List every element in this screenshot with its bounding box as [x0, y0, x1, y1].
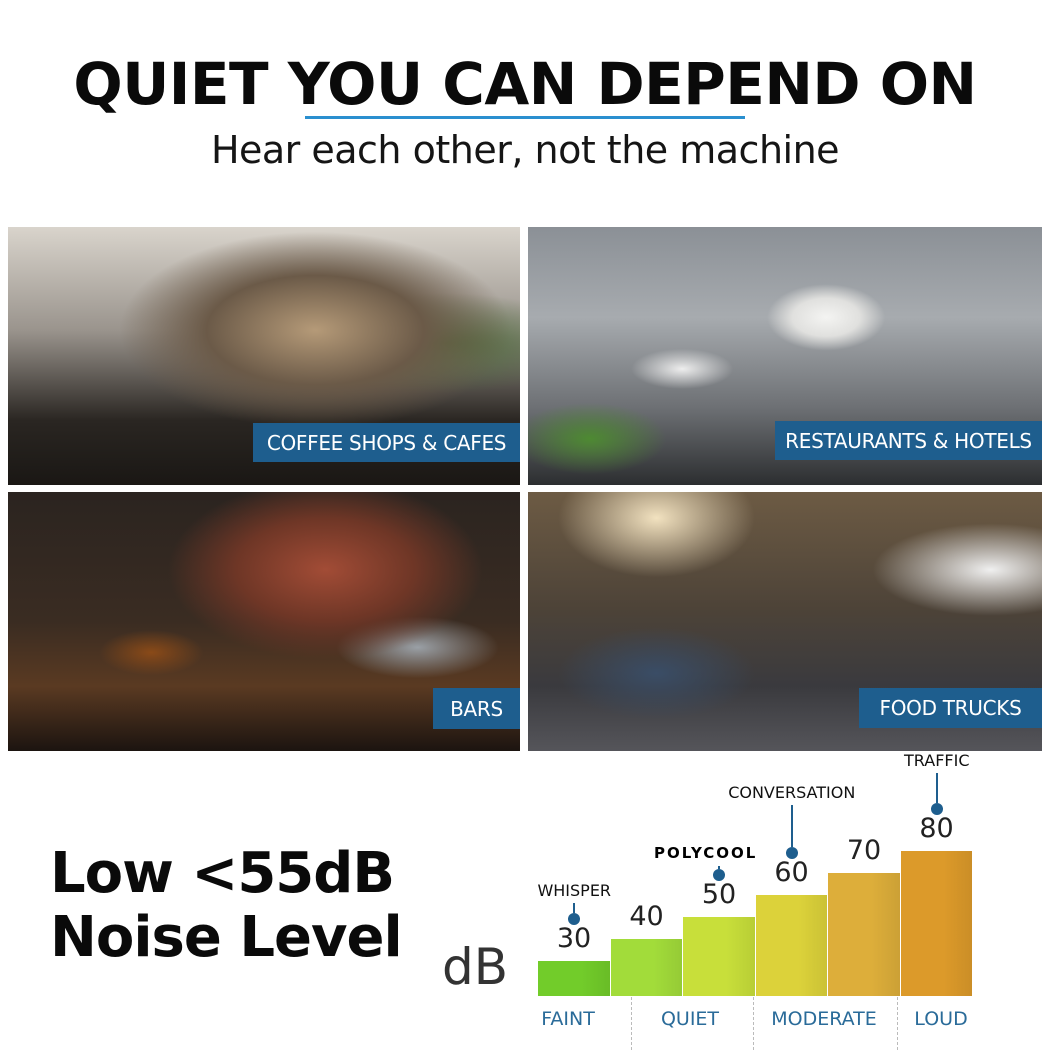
photo-food-truck: FOOD TRUCKS: [528, 492, 1042, 751]
photo-coffee-shop: COFFEE SHOPS & CAFES: [8, 227, 520, 485]
bar-value-label: 40: [629, 901, 664, 932]
bar-value-label: 60: [774, 857, 809, 888]
page-subtitle: Hear each other, not the machine: [210, 128, 840, 172]
annotation-stem: [573, 903, 576, 913]
db-axis-label: dB: [442, 938, 509, 996]
claim-line2: Noise Level: [50, 905, 403, 970]
photo-label: BARS: [433, 688, 520, 729]
less-than-symbol: <: [191, 841, 238, 906]
bar-value-label: 80: [919, 813, 954, 844]
bar-value-label: 30: [556, 923, 592, 954]
bar-30: [538, 961, 611, 996]
annotation-dot: [785, 847, 798, 859]
bar-70: [828, 873, 901, 996]
polycool-logo: POLYCOOL: [654, 844, 758, 862]
group-divider: [631, 997, 632, 1050]
annotation-stem: [935, 773, 938, 803]
bar-80: [900, 851, 973, 996]
group-divider: [753, 997, 754, 1050]
group-divider: [897, 997, 898, 1050]
bar-50: [683, 917, 756, 996]
annotation-dot: [930, 803, 943, 815]
noise-level-claim: Low <55dB Noise Level: [50, 841, 403, 970]
bar-value-label: 70: [846, 835, 882, 866]
annotation-conversation: CONVERSATION: [728, 783, 856, 802]
title-underline: [305, 116, 745, 119]
claim-low: Low: [50, 841, 192, 906]
category-moderate: MODERATE: [771, 1008, 877, 1030]
category-quiet: QUIET: [660, 1008, 720, 1030]
claim-value: 55dB: [237, 841, 395, 906]
photo-label: FOOD TRUCKS: [859, 688, 1042, 728]
annotation-stem: [790, 805, 793, 847]
annotation-dot: [713, 869, 726, 881]
photo-restaurant: RESTAURANTS & HOTELS: [528, 227, 1042, 485]
bar-40: [610, 939, 683, 996]
annotation-dot: [568, 913, 581, 925]
bar-value-label: 50: [701, 879, 737, 910]
photo-label: RESTAURANTS & HOTELS: [775, 421, 1042, 460]
category-loud: LOUD: [914, 1008, 968, 1030]
annotation-stem: [718, 866, 721, 869]
bar-60: [755, 895, 828, 996]
category-faint: FAINT: [541, 1008, 595, 1030]
annotation-traffic: TRAFFIC: [904, 751, 970, 770]
annotation-whisper: WHISPER: [537, 881, 612, 900]
photo-bar: BARS: [8, 492, 520, 751]
page-title: QUIET YOU CAN DEPEND ON: [73, 50, 977, 118]
photo-label: COFFEE SHOPS & CAFES: [253, 423, 520, 462]
